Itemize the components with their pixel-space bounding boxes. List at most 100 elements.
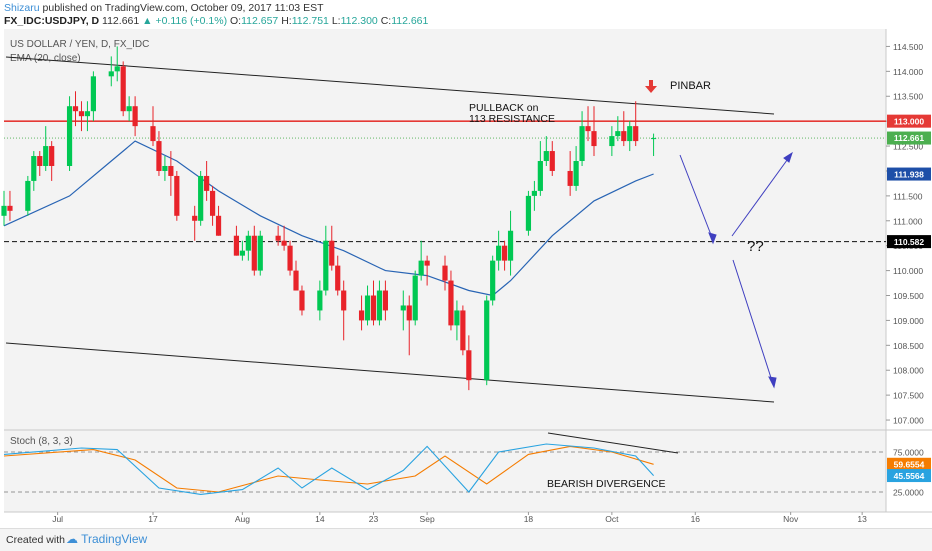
candle-body [198, 175, 204, 221]
high-value: 112.751 [291, 15, 329, 27]
candle-body [549, 151, 555, 171]
candle-body [37, 156, 43, 166]
price-tick-label: 111.000 [893, 216, 923, 226]
ema-indicator-label[interactable]: EMA (20, close) [10, 53, 81, 64]
price-badge [887, 457, 931, 471]
time-tick-label: 16 [691, 514, 701, 524]
candle-body [78, 111, 85, 117]
candle-body [501, 245, 508, 261]
price-change: +0.116 (+0.1%) [155, 15, 228, 27]
last-price: 112.661 [102, 15, 140, 27]
candle-body [376, 290, 383, 321]
divergence-trendline[interactable] [547, 432, 679, 454]
time-tick-label: 13 [857, 514, 867, 524]
projection-arrow-up[interactable] [731, 155, 791, 237]
candle-body [72, 106, 79, 112]
time-tick-label: 18 [524, 514, 534, 524]
candle-body [525, 195, 532, 231]
projection-arrows [679, 151, 793, 389]
candle-body [281, 240, 287, 246]
time-tick-label: Oct [605, 514, 619, 524]
open-value: 112.657 [241, 15, 279, 27]
author-link[interactable]: Shizaru [4, 2, 40, 14]
price-tick-label: 108.000 [893, 366, 924, 376]
down-arrow-icon [645, 80, 657, 93]
price-badge [887, 469, 931, 483]
price-badge-label: 111.938 [894, 169, 924, 179]
high-label: H: [281, 15, 292, 27]
arrowhead-icon [783, 151, 793, 163]
resistance-label: 113 RESISTANCE [469, 113, 555, 125]
price-badge-label: 110.582 [894, 237, 925, 247]
pinbar-label: PINBAR [670, 80, 711, 92]
price-chart[interactable]: 114.500114.000113.500113.000112.500112.0… [0, 0, 932, 528]
candle-body [567, 170, 573, 186]
price-tick-label: 113.500 [893, 92, 923, 102]
time-tick-label: 14 [315, 514, 325, 524]
candle-body [591, 131, 597, 147]
price-tick-label: 108.500 [893, 341, 924, 351]
projection-arrow-down-2[interactable] [732, 259, 774, 385]
time-tick-label: Nov [783, 514, 799, 524]
symbol-label: FX_IDC:USDJPY, D [4, 15, 100, 27]
stoch-indicator-label[interactable]: Stoch (8, 3, 3) [10, 436, 73, 447]
price-badge-label: 59.6554 [894, 459, 925, 469]
projection-arrow-down-1[interactable] [679, 154, 714, 241]
candle-body [543, 151, 549, 162]
candle-body [43, 146, 49, 166]
candle-body [358, 310, 365, 321]
candle-body [257, 235, 263, 271]
up-arrow-icon: ▲ [142, 15, 153, 27]
candle-body [126, 106, 132, 112]
price-badges: 113.000 112.661 111.938 110.582 [887, 114, 931, 249]
close-value: 112.661 [391, 15, 429, 27]
candle-body [66, 106, 73, 166]
chart-header: Shizaru published on TradingView.com, Oc… [4, 2, 428, 28]
stoch-axis-ticks: 75.0000 25.0000 [893, 448, 924, 498]
candle-body [174, 175, 180, 216]
price-tick-label: 114.000 [893, 67, 923, 77]
price-tick-label: 107.000 [893, 416, 924, 426]
low-value: 112.300 [340, 15, 378, 27]
candle-body [7, 205, 13, 211]
pane-title: US DOLLAR / YEN, D, FX_IDC [10, 39, 149, 50]
candlesticks [1, 46, 657, 391]
candle-body [162, 165, 168, 171]
price-badge [887, 167, 931, 181]
candle-body [31, 156, 37, 181]
candle-body [293, 270, 299, 291]
candle-body [454, 310, 460, 326]
candle-body [215, 215, 222, 236]
candle-body [370, 295, 377, 321]
time-tick-label: 17 [148, 514, 158, 524]
channel-bottom-trendline[interactable] [5, 342, 775, 403]
candle-body [49, 146, 55, 166]
candle-body [251, 235, 257, 271]
tradingview-brand[interactable]: ☁ TradingView [66, 532, 147, 546]
candle-body [412, 275, 418, 321]
published-text: published on TradingView.com, October 09… [42, 2, 324, 14]
candle-body [448, 280, 454, 326]
candle-body [84, 111, 91, 117]
candle-body [335, 265, 341, 291]
candle-body [245, 235, 251, 251]
cloud-icon: ☁ [66, 532, 78, 546]
candle-body [209, 190, 216, 216]
price-badge-label: 113.000 [894, 116, 925, 126]
candle-body [341, 290, 347, 311]
candle-body [382, 290, 389, 311]
question-label: ?? [747, 238, 764, 255]
candle-body [192, 215, 198, 221]
candle-body [627, 126, 633, 142]
candle-body [579, 126, 585, 162]
candle-body [531, 190, 537, 196]
candle-body [406, 305, 412, 321]
stoch-tick-label: 25.0000 [893, 488, 924, 498]
channel-top-trendline[interactable] [5, 56, 775, 115]
close-label: C: [380, 15, 392, 27]
price-tick-label: 109.000 [893, 316, 924, 326]
candle-body [132, 106, 138, 127]
candle-body [615, 131, 621, 137]
candle-body [537, 161, 543, 191]
price-axis-background [886, 29, 932, 512]
